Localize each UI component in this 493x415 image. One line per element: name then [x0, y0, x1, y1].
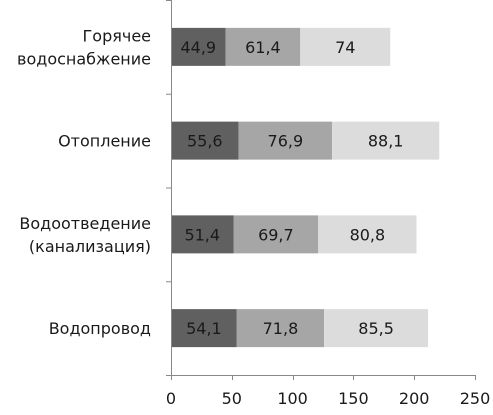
bar-segment	[171, 121, 239, 160]
data-label: 61,4	[245, 38, 281, 57]
data-label: 54,1	[186, 319, 222, 338]
data-label: 44,9	[180, 38, 216, 57]
data-label: 55,6	[187, 132, 223, 151]
category-label: Горячее	[83, 26, 151, 45]
bar-segment	[318, 215, 417, 254]
x-tick-label: 250	[460, 389, 491, 408]
bar-segment	[225, 27, 301, 66]
bar-segment	[324, 309, 429, 348]
category-label: Водопровод	[49, 319, 151, 338]
data-label: 88,1	[368, 132, 404, 151]
bar-segment	[171, 309, 237, 348]
x-tick-label: 150	[338, 389, 369, 408]
x-tick-label: 200	[399, 389, 430, 408]
tick-labels-group: 0 50 100 150 200 250	[166, 389, 490, 408]
data-label: 80,8	[350, 225, 386, 244]
data-labels-group: 44,9 61,4 74 55,6 76,9 88,1 51,4 69,7 80,8 54,1 71…	[180, 38, 403, 338]
bar-segment	[236, 309, 325, 348]
bars-group	[171, 27, 440, 348]
data-label: 51,4	[184, 225, 220, 244]
data-label: 69,7	[258, 225, 294, 244]
category-label: (канализация)	[29, 237, 151, 256]
data-label: 74	[335, 38, 355, 57]
data-label: 76,9	[268, 132, 304, 151]
category-label: Водоотведение	[19, 214, 151, 233]
category-label: Отопление	[58, 132, 151, 151]
data-label: 71,8	[263, 319, 299, 338]
bar-segment	[300, 27, 391, 66]
category-label: водоснабжение	[17, 49, 151, 68]
bar-segment	[233, 215, 319, 254]
x-tick-label: 50	[222, 389, 242, 408]
bar-segment	[332, 121, 440, 160]
bar-segment	[238, 121, 333, 160]
category-labels-group: Горячее водоснабжение Отопление Водоотведен…	[17, 26, 151, 338]
x-tick-label: 100	[277, 389, 308, 408]
x-tick-label: 0	[166, 389, 176, 408]
bar-segment	[171, 27, 226, 66]
bar-segment	[171, 215, 234, 254]
axes-group	[166, 0, 476, 380]
data-label: 85,5	[358, 319, 394, 338]
